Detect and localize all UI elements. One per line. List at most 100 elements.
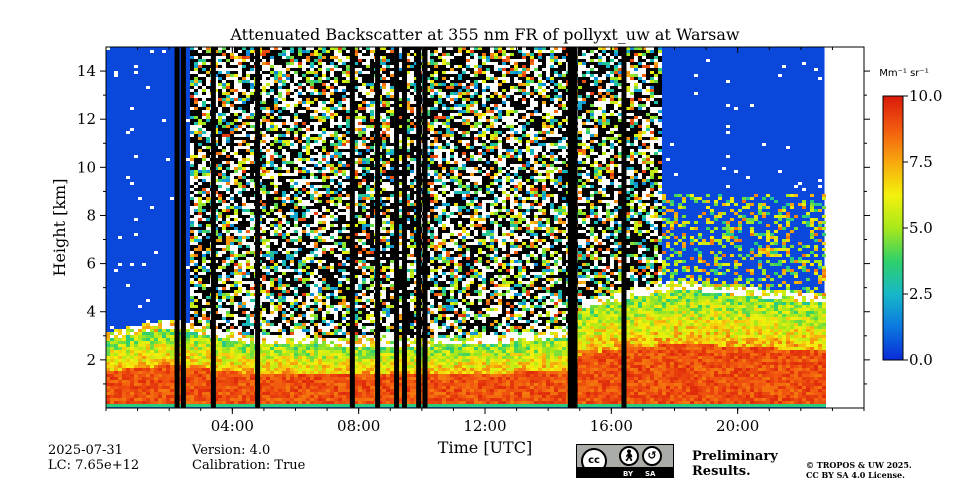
heatmap-cell (194, 284, 198, 287)
heatmap-cell (130, 338, 134, 341)
heatmap-cell (266, 395, 270, 398)
heatmap-cell (190, 374, 194, 377)
heatmap-cell (234, 353, 238, 356)
heatmap-cell (306, 107, 310, 110)
heatmap-cell (202, 116, 206, 119)
heatmap-cell (330, 92, 334, 95)
heatmap-cell (266, 251, 270, 254)
heatmap-cell (206, 326, 210, 329)
heatmap-cell (270, 143, 274, 146)
heatmap-cell (194, 68, 198, 71)
heatmap-cell (226, 53, 230, 56)
heatmap-cell (318, 77, 322, 80)
heatmap-cell (306, 251, 310, 254)
heatmap-cell (198, 83, 202, 86)
heatmap-cell (222, 218, 226, 221)
heatmap-cell (198, 371, 202, 374)
heatmap-cell (282, 149, 286, 152)
heatmap-cell (286, 362, 290, 365)
heatmap-cell (246, 236, 250, 239)
heatmap-cell (234, 137, 238, 140)
heatmap-cell (290, 230, 294, 233)
heatmap-cell (282, 389, 286, 392)
heatmap-cell (286, 62, 290, 65)
heatmap-cell (242, 221, 246, 224)
heatmap-cell (234, 290, 238, 293)
heatmap-cell (286, 347, 290, 350)
heatmap-cell (238, 65, 242, 68)
heatmap-cell (290, 353, 294, 356)
heatmap-cell (266, 263, 270, 266)
heatmap-cell (318, 143, 322, 146)
heatmap-cell (282, 401, 286, 404)
heatmap-cell (198, 386, 202, 389)
heatmap-cell (270, 233, 274, 236)
heatmap-cell (322, 95, 326, 98)
heatmap-cell (266, 245, 270, 248)
heatmap-cell (242, 320, 246, 323)
heatmap-cell (326, 266, 330, 269)
heatmap-cell (162, 374, 166, 377)
heatmap-cell (198, 104, 202, 107)
heatmap-cell (222, 269, 226, 272)
heatmap-cell (242, 62, 246, 65)
heatmap-cell (274, 125, 278, 128)
heatmap-cell (238, 116, 242, 119)
heatmap-cell (306, 56, 310, 59)
heatmap-cell (250, 326, 254, 329)
heatmap-cell (202, 350, 206, 353)
heatmap-cell (274, 296, 278, 299)
heatmap-cell (294, 152, 298, 155)
heatmap-cell (318, 356, 322, 359)
heatmap-cell (246, 110, 250, 113)
heatmap-cell (314, 77, 318, 80)
heatmap-cell (322, 362, 326, 365)
heatmap-cell (194, 398, 198, 401)
heatmap-cell (226, 83, 230, 86)
heatmap-cell (282, 344, 286, 347)
heatmap-cell (242, 170, 246, 173)
heatmap-cell (318, 62, 322, 65)
heatmap-cell (122, 389, 126, 392)
heatmap-cell (142, 335, 146, 338)
heatmap-cell (298, 176, 302, 179)
heatmap-cell (142, 359, 146, 362)
heatmap-cell (126, 341, 130, 344)
heatmap-cell (310, 209, 314, 212)
heatmap-cell (330, 263, 334, 266)
heatmap-cell (118, 398, 122, 401)
heatmap-cell (114, 269, 118, 272)
heatmap-cell (286, 140, 290, 143)
heatmap-cell (278, 152, 282, 155)
heatmap-cell (214, 320, 218, 323)
heatmap-cell (266, 359, 270, 362)
heatmap-cell (214, 239, 218, 242)
heatmap-cell (234, 134, 238, 137)
heatmap-cell (318, 125, 322, 128)
heatmap-cell (238, 56, 242, 59)
heatmap-cell (214, 179, 218, 182)
heatmap-cell (314, 137, 318, 140)
heatmap-cell (190, 146, 194, 149)
heatmap-cell (318, 287, 322, 290)
heatmap-cell (178, 386, 182, 389)
heatmap-cell (286, 86, 290, 89)
heatmap-cell (190, 263, 194, 266)
heatmap-cell (246, 50, 250, 53)
heatmap-cell (294, 305, 298, 308)
heatmap-cell (314, 191, 318, 194)
heatmap-cell (290, 302, 294, 305)
heatmap-cell (314, 302, 318, 305)
heatmap-cell (322, 332, 326, 335)
heatmap-cell (274, 128, 278, 131)
heatmap-cell (246, 107, 250, 110)
heatmap-cell (238, 350, 242, 353)
heatmap-cell (218, 140, 222, 143)
heatmap-cell (250, 131, 254, 134)
heatmap-cell (282, 140, 286, 143)
heatmap-cell (194, 164, 198, 167)
heatmap-cell (190, 338, 194, 341)
heatmap-cell (190, 245, 194, 248)
heatmap-cell (198, 92, 202, 95)
heatmap-cell (250, 68, 254, 71)
